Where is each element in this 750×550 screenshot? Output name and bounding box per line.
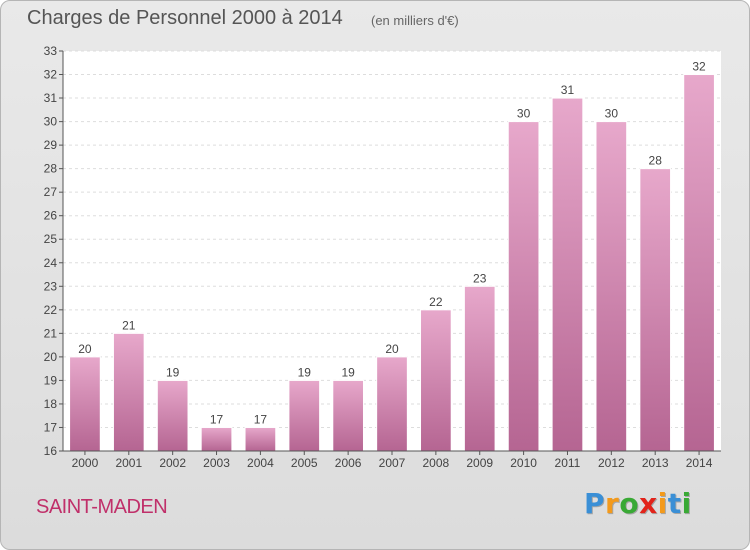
y-tick-label: 29	[44, 138, 58, 152]
y-tick-label: 16	[44, 444, 58, 458]
bar	[376, 356, 408, 452]
x-tick-label: 2010	[510, 456, 537, 470]
y-tick-label: 31	[44, 91, 58, 105]
x-tick-label: 2011	[555, 456, 581, 470]
y-tick-label: 33	[44, 44, 58, 58]
y-tick-label: 30	[44, 115, 58, 129]
bar	[551, 97, 584, 452]
bar-value-label: 19	[298, 365, 312, 379]
bar-value-label: 30	[605, 107, 619, 121]
y-tick-label: 25	[44, 232, 58, 246]
y-tick-label: 32	[44, 68, 58, 82]
bar	[69, 356, 101, 452]
bar	[463, 285, 496, 452]
logo-letter: x	[639, 487, 658, 520]
y-tick-label: 19	[44, 373, 58, 387]
bar-value-label: 17	[254, 412, 268, 426]
bar-value-label: 21	[122, 318, 136, 332]
bar	[200, 426, 233, 452]
bar	[507, 121, 540, 452]
chart-title: Charges de Personnel 2000 à 2014	[27, 7, 343, 29]
bar-value-label: 20	[385, 342, 399, 356]
bar	[683, 74, 715, 452]
x-tick-label: 2006	[335, 456, 362, 470]
y-tick-label: 18	[44, 397, 58, 411]
x-tick-label: 2000	[72, 456, 99, 470]
bar-value-label: 31	[561, 83, 575, 97]
logo-letter: r	[605, 487, 620, 520]
logo-letter: o	[619, 487, 640, 520]
commune-name: SAINT-MADEN	[36, 496, 168, 518]
bar	[332, 379, 364, 452]
bar-value-label: 30	[517, 107, 531, 121]
bar	[244, 426, 277, 452]
logo-letter: i	[657, 487, 668, 520]
logo-letter: i	[681, 487, 692, 520]
x-tick-label: 2005	[291, 456, 318, 470]
bar-value-label: 23	[473, 271, 487, 285]
bar-value-label: 17	[210, 412, 224, 426]
bar	[595, 121, 628, 452]
y-tick-label: 20	[44, 350, 58, 364]
bar-value-label: 20	[78, 342, 92, 356]
proxiti-logo: Proxiti	[584, 487, 692, 520]
bar-value-label: 32	[692, 60, 706, 74]
y-tick-label: 23	[44, 279, 58, 293]
bar	[639, 168, 672, 452]
bar	[156, 379, 189, 452]
x-tick-label: 2014	[686, 456, 713, 470]
x-tick-label: 2002	[159, 456, 186, 470]
y-tick-label: 22	[44, 303, 58, 317]
y-tick-label: 28	[44, 162, 58, 176]
x-tick-label: 2013	[642, 456, 669, 470]
y-tick-label: 21	[44, 326, 58, 340]
bar	[420, 309, 452, 452]
bar-value-label: 19	[166, 365, 180, 379]
y-tick-label: 27	[44, 185, 58, 199]
x-tick-label: 2012	[598, 456, 625, 470]
bar-value-label: 22	[429, 295, 443, 309]
x-tick-label: 2008	[423, 456, 450, 470]
x-tick-label: 2001	[115, 456, 142, 470]
chart-subtitle: (en milliers d'€)	[371, 13, 459, 28]
bar-value-label: 19	[341, 365, 355, 379]
x-tick-label: 2004	[247, 456, 274, 470]
x-tick-label: 2003	[203, 456, 230, 470]
y-tick-label: 26	[44, 209, 58, 223]
y-tick-label: 24	[44, 256, 58, 270]
logo-letter: t	[667, 487, 682, 520]
bar-value-label: 28	[649, 154, 663, 168]
y-tick-label: 17	[44, 420, 58, 434]
logo-letter: P	[584, 487, 606, 520]
bar	[112, 332, 145, 452]
x-tick-label: 2007	[379, 456, 406, 470]
bar	[288, 379, 321, 452]
x-tick-label: 2009	[466, 456, 493, 470]
